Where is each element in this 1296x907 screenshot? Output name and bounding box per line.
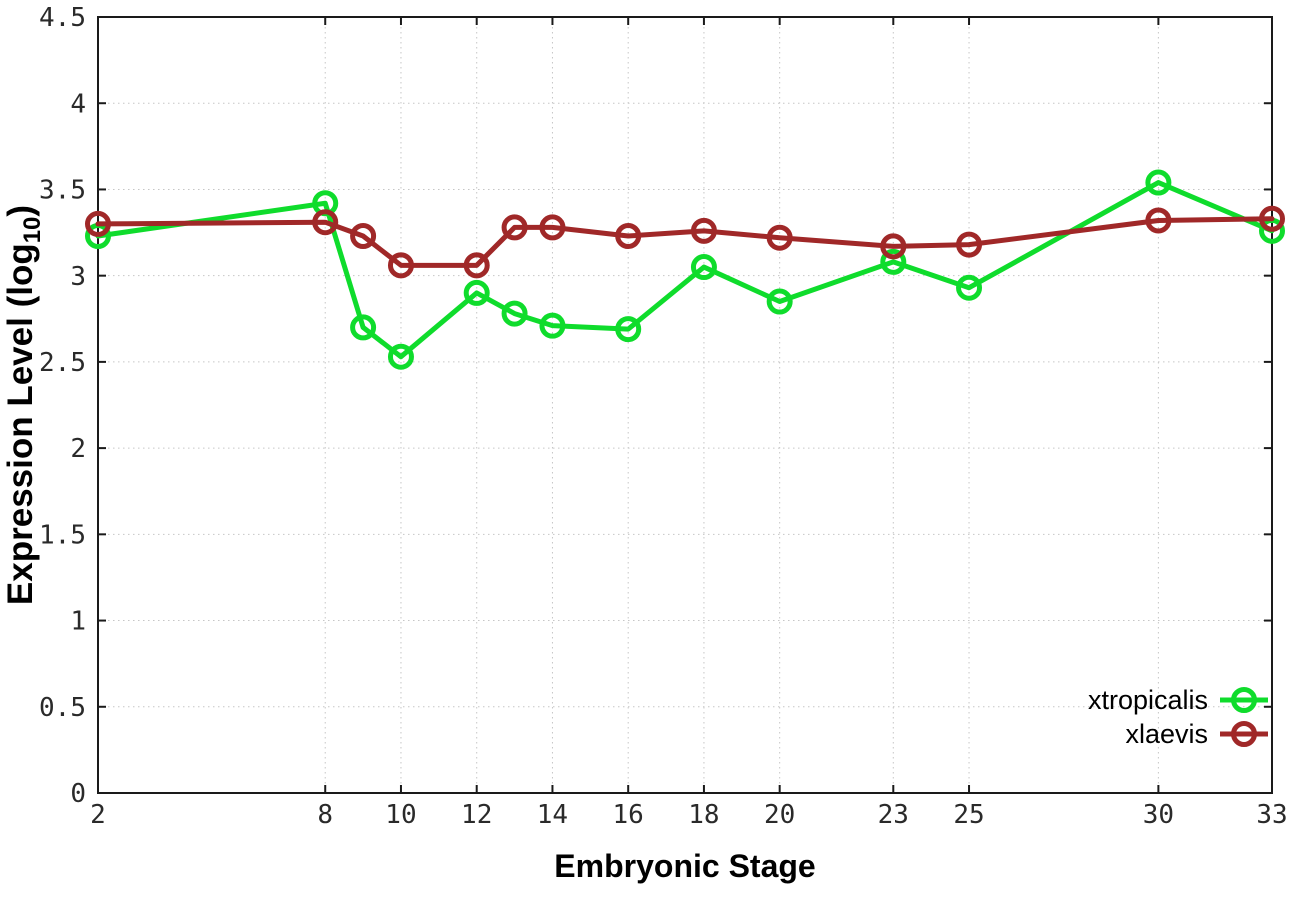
x-tick-label: 25 xyxy=(953,800,984,830)
data-point-xtropicalis xyxy=(880,248,907,275)
x-tick-label: 33 xyxy=(1256,800,1287,830)
data-point-xlaevis xyxy=(312,209,339,236)
data-point-xtropicalis xyxy=(463,279,490,306)
x-tick-label: 23 xyxy=(878,800,909,830)
data-point-xtropicalis xyxy=(690,254,717,281)
x-tick-label: 10 xyxy=(385,800,416,830)
data-point-xlaevis xyxy=(539,214,566,241)
y-axis-title-text: Expression Level (log xyxy=(1,243,40,606)
data-point-xtropicalis xyxy=(766,288,793,315)
data-point-xlaevis xyxy=(1145,207,1172,234)
data-point-xlaevis xyxy=(501,214,528,241)
legend-item-xlaevis: xlaevis xyxy=(1088,717,1268,751)
y-tick-label: 2 xyxy=(70,434,86,464)
y-axis-title: Expression Level (log10) xyxy=(1,205,47,605)
data-point-xlaevis xyxy=(85,210,111,237)
y-tick-label: 0 xyxy=(70,779,86,809)
y-tick-label: 1 xyxy=(70,607,86,637)
x-tick-label: 16 xyxy=(613,800,644,830)
data-point-xlaevis xyxy=(1259,205,1285,232)
data-point-xlaevis xyxy=(463,252,490,279)
legend-marker-xtropicalis xyxy=(1220,685,1268,715)
data-point-xlaevis xyxy=(350,223,377,250)
y-tick-label: 1.5 xyxy=(39,520,86,550)
x-tick-label: 14 xyxy=(537,800,568,830)
y-tick-label: 4.5 xyxy=(39,3,86,33)
y-axis-title-close: ) xyxy=(1,204,40,217)
data-point-xtropicalis xyxy=(539,312,566,339)
y-tick-label: 0.5 xyxy=(39,693,86,723)
y-axis-title-subscript: 10 xyxy=(19,216,46,244)
legend-item-xtropicalis: xtropicalis xyxy=(1088,683,1268,717)
x-axis-title: Embryonic Stage xyxy=(554,848,816,884)
data-point-xlaevis xyxy=(615,223,642,250)
data-point-xlaevis xyxy=(880,233,907,260)
data-point-xtropicalis xyxy=(615,316,642,343)
data-point-xlaevis xyxy=(766,224,793,251)
legend-label-xtropicalis: xtropicalis xyxy=(1087,685,1208,715)
data-point-xtropicalis xyxy=(501,300,528,327)
y-tick-label: 4 xyxy=(70,89,86,119)
y-tick-label: 3 xyxy=(70,262,86,292)
circle-marker-icon xyxy=(1231,687,1257,713)
data-point-xtropicalis xyxy=(1145,169,1172,196)
circle-marker-icon xyxy=(1231,721,1257,747)
data-point-xtropicalis xyxy=(350,314,377,341)
series-line-xtropicalis xyxy=(95,180,1275,360)
legend-marker-xlaevis xyxy=(1220,719,1268,749)
plot-border xyxy=(97,16,1273,794)
x-tick-label: 2 xyxy=(90,800,106,830)
data-point-xtropicalis xyxy=(387,343,414,370)
data-point-xlaevis xyxy=(690,217,717,244)
x-tick-label: 20 xyxy=(764,800,795,830)
y-tick-label: 3.5 xyxy=(39,176,86,206)
y-tick-label: 2.5 xyxy=(39,348,86,378)
x-tick-label: 18 xyxy=(688,800,719,830)
x-tick-label: 30 xyxy=(1143,800,1174,830)
legend: xtropicalis xlaevis xyxy=(1088,683,1268,751)
x-tick-label: 12 xyxy=(461,800,492,830)
x-tick-label: 8 xyxy=(317,800,333,830)
data-point-xlaevis xyxy=(956,231,983,258)
legend-label-xlaevis: xlaevis xyxy=(1125,719,1208,749)
data-point-xtropicalis xyxy=(956,274,983,301)
series-line-xlaevis xyxy=(95,216,1275,268)
data-point-xlaevis xyxy=(387,252,414,279)
